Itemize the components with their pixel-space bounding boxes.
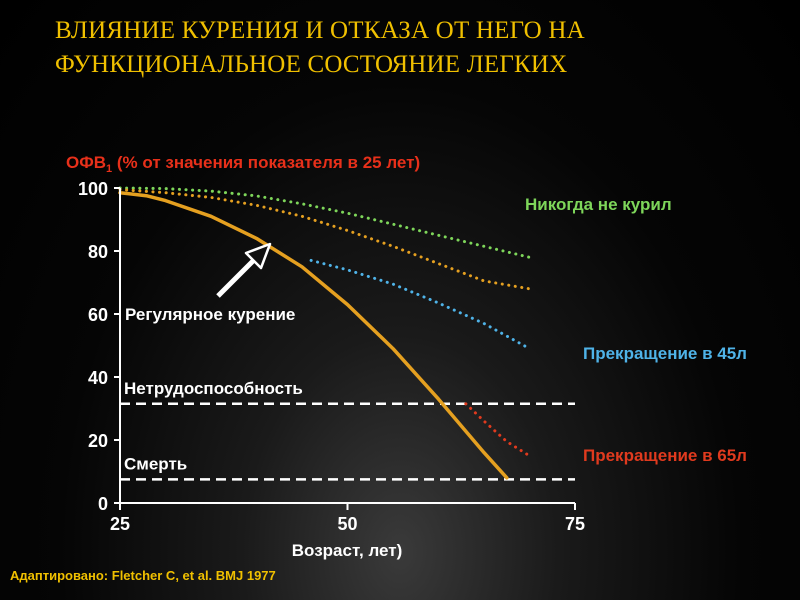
series-line-2 [118, 190, 509, 480]
annotation-arrow [216, 242, 272, 298]
x-axis-title: Возраст, лет) [292, 541, 402, 560]
series-line-0 [118, 186, 531, 259]
legend-never-smoked: Никогда не курил [525, 195, 672, 214]
threshold-label-0: Нетрудоспособность [124, 379, 303, 398]
title-line-2: функциональное состояние легких [55, 51, 568, 78]
series-line-4 [464, 402, 531, 458]
y-axis-title-main: ОФВ [66, 153, 106, 172]
legend-quit-65: Прекращение в 65л [583, 446, 747, 465]
x-tick-label-25: 25 [110, 514, 130, 534]
annotation-regular-smoking: Регулярное курение [125, 305, 295, 324]
y-tick-label-40: 40 [88, 368, 108, 388]
y-axis-title-subscript: 1 [106, 163, 112, 175]
label-layer: ОФВ1 (% от значения показателя в 25 лет)… [66, 153, 747, 560]
source-citation: Адаптировано: Fletcher C, et al. BMJ 197… [10, 568, 276, 583]
axis-layer: 0 20 40 60 80 100 25 50 75 [78, 179, 585, 534]
y-tick-label-80: 80 [88, 242, 108, 262]
arrow-shaft [216, 256, 258, 298]
title-line-1: Влияние курения и отказа от него на [55, 17, 585, 44]
slide-title: Влияние курения и отказа от него на функ… [55, 14, 775, 82]
y-axis-title: ОФВ1 (% от значения показателя в 25 лет) [66, 153, 420, 175]
legend-quit-45: Прекращение в 45л [583, 344, 747, 363]
series-layer [118, 186, 531, 480]
y-axis-title-rest: (% от значения показателя в 25 лет) [112, 153, 420, 172]
y-tick-label-20: 20 [88, 431, 108, 451]
threshold-layer: Нетрудоспособность Смерть [120, 379, 575, 481]
x-tick-label-50: 50 [337, 514, 357, 534]
threshold-label-1: Смерть [124, 454, 187, 473]
y-tick-label-0: 0 [98, 494, 108, 514]
arrow-head-icon [244, 242, 272, 270]
y-tick-label-60: 60 [88, 305, 108, 325]
y-tick-label-100: 100 [78, 179, 108, 199]
series-line-3 [309, 258, 531, 351]
x-tick-label-75: 75 [565, 514, 585, 534]
